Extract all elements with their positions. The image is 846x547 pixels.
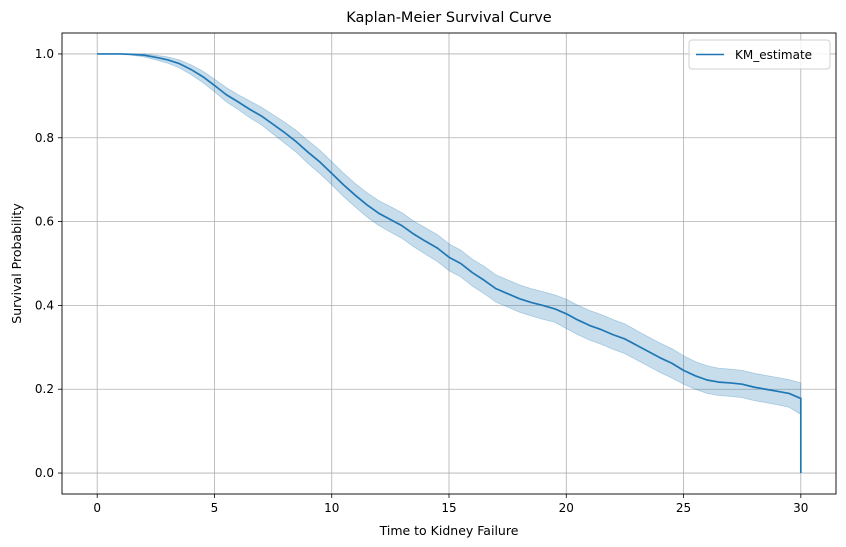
- y-axis-ticks: 0.0 0.2 0.4 0.6 0.8 1.0: [35, 47, 62, 480]
- x-axis-ticks: 0 5 10 15 20 25 30: [93, 494, 808, 515]
- x-tick-label: 5: [211, 501, 219, 515]
- x-axis-label: Time to Kidney Failure: [379, 523, 519, 538]
- y-tick-label: 0.8: [35, 131, 54, 145]
- legend: KM_estimate: [688, 39, 831, 70]
- legend-box: [688, 39, 831, 70]
- x-tick-label: 0: [93, 501, 101, 515]
- x-tick-label: 25: [676, 501, 691, 515]
- y-tick-label: 1.0: [35, 47, 54, 61]
- x-tick-label: 30: [793, 501, 808, 515]
- x-tick-label: 15: [441, 501, 456, 515]
- y-tick-label: 0.6: [35, 215, 54, 229]
- y-tick-label: 0.4: [35, 298, 54, 312]
- y-axis-label: Survival Probability: [9, 203, 24, 324]
- km-estimate-line: [97, 53, 802, 474]
- y-tick-label: 0.2: [35, 382, 54, 396]
- km-estimate-path: [97, 53, 802, 474]
- y-tick-label: 0.0: [35, 466, 54, 480]
- x-tick-label: 20: [559, 501, 574, 515]
- chart-title: Kaplan-Meier Survival Curve: [346, 10, 552, 26]
- x-tick-label: 10: [324, 501, 339, 515]
- legend-label-km-estimate: KM_estimate: [735, 48, 812, 62]
